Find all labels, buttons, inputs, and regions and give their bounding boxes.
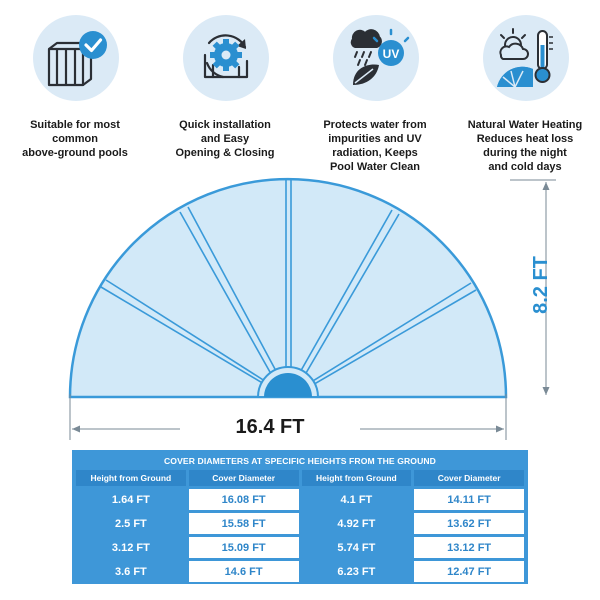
column-header: Height from Ground (301, 470, 412, 486)
diameter-cell: 13.62 FT (414, 513, 524, 534)
diameter-cell: 12.47 FT (414, 561, 524, 582)
height-cell: 6.23 FT (301, 561, 412, 582)
feature-caption: Quick installation and Easy Opening & Cl… (175, 119, 275, 159)
feature-heating: Natural Water Heating Reduces heat loss … (450, 0, 600, 180)
above-ground-pool-check-icon (33, 15, 119, 101)
table-grid: Height from Ground Cover Diameter Height… (76, 470, 524, 582)
gear-installation-icon (183, 15, 269, 101)
cover-diagram: 16.4 FT 8.2 FT (0, 176, 600, 446)
feature-caption: Natural Water Heating Reduces heat loss … (467, 119, 583, 173)
features-row: Suitable for most common above-ground po… (0, 0, 600, 180)
feature-installation: Quick installation and Easy Opening & Cl… (150, 0, 300, 180)
height-label: 8.2 FT (530, 256, 552, 314)
height-cell: 1.64 FT (76, 489, 186, 510)
diameter-cell: 15.58 FT (188, 513, 299, 534)
sun-thermometer-icon (483, 15, 569, 101)
height-cell: 5.74 FT (301, 537, 412, 558)
height-dimension-line (510, 179, 556, 395)
column-header: Cover Diameter (188, 470, 299, 486)
height-cell: 2.5 FT (76, 513, 186, 534)
feature-caption: Protects water from impurities and UV ra… (323, 119, 427, 173)
diameter-cell: 15.09 FT (188, 537, 299, 558)
feature-above-ground: Suitable for most common above-ground po… (0, 0, 150, 180)
cover-ribs (100, 180, 477, 398)
rain-uv-leaf-icon: UV (333, 15, 419, 101)
width-label: 16.4 FT (180, 416, 360, 439)
diameter-cell: 14.11 FT (414, 489, 524, 510)
pool-cover-shape (68, 177, 508, 399)
table-title: COVER DIAMETERS AT SPECIFIC HEIGHTS FROM… (164, 456, 436, 466)
diameter-cell: 13.12 FT (414, 537, 524, 558)
semicircle-cover-drawing (68, 177, 556, 440)
cover-diameter-table: COVER DIAMETERS AT SPECIFIC HEIGHTS FROM… (72, 450, 528, 584)
feature-caption: Suitable for most common above-ground po… (22, 119, 128, 159)
diameter-cell: 14.6 FT (188, 561, 299, 582)
diameter-cell: 16.08 FT (188, 489, 299, 510)
height-cell: 4.1 FT (301, 489, 412, 510)
column-header: Cover Diameter (414, 470, 524, 486)
column-header: Height from Ground (76, 470, 186, 486)
svg-text:UV: UV (383, 47, 400, 61)
center-hub (264, 373, 312, 397)
height-cell: 3.6 FT (76, 561, 186, 582)
feature-protection: UV Protects water from impurities and UV… (300, 0, 450, 180)
height-cell: 4.92 FT (301, 513, 412, 534)
height-cell: 3.12 FT (76, 537, 186, 558)
